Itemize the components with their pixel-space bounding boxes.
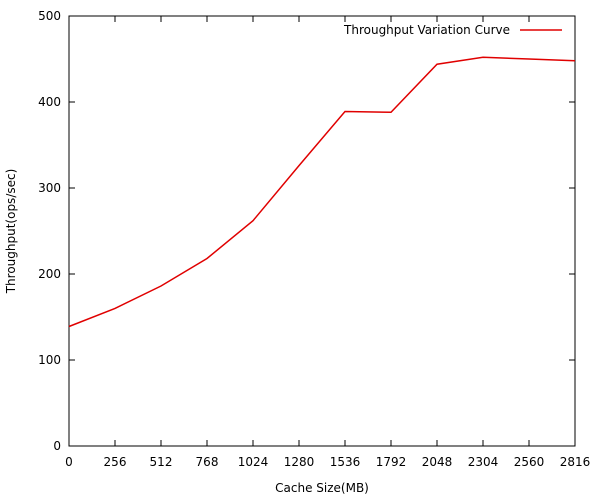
x-tick-label: 768 [196, 455, 219, 469]
y-tick-label: 200 [38, 267, 61, 281]
x-axis-label: Cache Size(MB) [275, 481, 369, 495]
y-tick-labels: 0 100 200 300 400 500 [38, 9, 61, 453]
y-tick-label: 500 [38, 9, 61, 23]
y-tick-label: 300 [38, 181, 61, 195]
series-line [68, 56, 576, 328]
x-tick-label: 1536 [330, 455, 361, 469]
y-tick-label: 400 [38, 95, 61, 109]
x-tick-label: 2048 [422, 455, 453, 469]
x-tick-label: 2560 [514, 455, 545, 469]
y-axis-label: Throughput(ops/sec) [4, 169, 18, 295]
y-tick-label: 100 [38, 353, 61, 367]
axis-ticks [68, 15, 576, 447]
x-tick-label: 1792 [376, 455, 407, 469]
x-tick-label: 2304 [468, 455, 499, 469]
x-tick-label: 1280 [284, 455, 315, 469]
legend-label: Throughput Variation Curve [343, 23, 510, 37]
plot-frame [68, 15, 576, 447]
x-tick-label: 512 [150, 455, 173, 469]
x-tick-label: 0 [65, 455, 73, 469]
x-tick-label: 1024 [238, 455, 269, 469]
y-tick-label: 0 [53, 439, 61, 453]
x-tick-labels: 0 256 512 768 1024 1280 1536 1792 2048 2304 2560 28… [65, 455, 590, 469]
legend: Throughput Variation Curve [343, 23, 562, 37]
x-tick-label: 256 [104, 455, 127, 469]
x-tick-label: 2816 [560, 455, 591, 469]
